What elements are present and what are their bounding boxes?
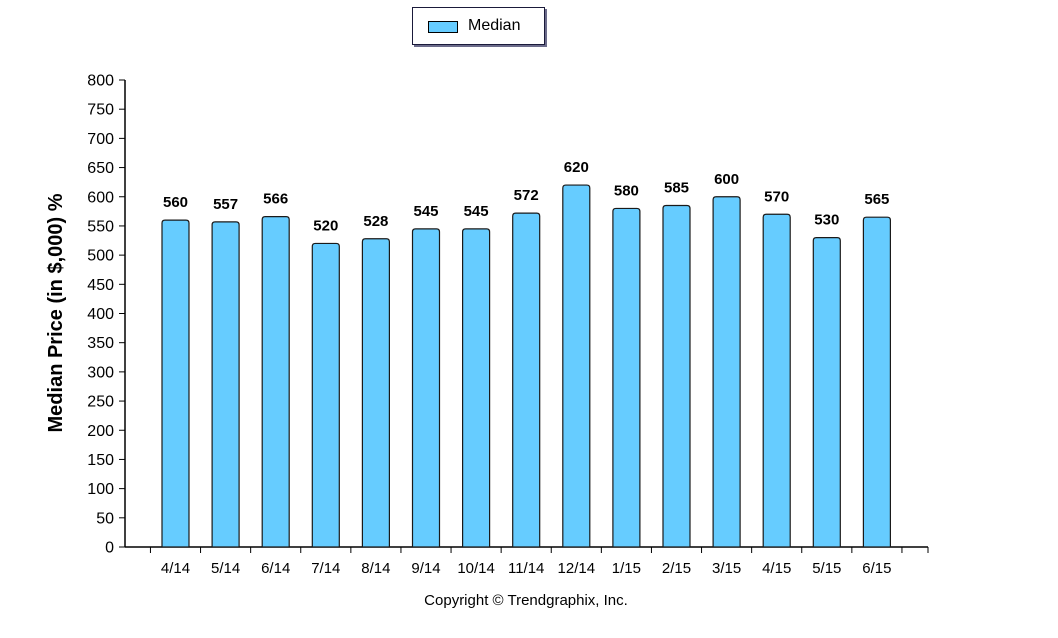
bar-value-label: 520 — [313, 217, 338, 234]
y-tick-label: 0 — [105, 540, 114, 557]
y-tick-label: 550 — [87, 218, 114, 235]
bar — [762, 213, 791, 548]
bar-value-label: 566 — [263, 191, 288, 208]
bar — [512, 212, 541, 548]
y-tick-label: 600 — [87, 189, 114, 206]
bar-value-label: 600 — [714, 171, 739, 188]
bar — [612, 207, 641, 548]
x-tick-label: 11/14 — [508, 560, 544, 577]
legend-label: Median — [468, 17, 521, 34]
x-tick-label: 10/14 — [457, 560, 495, 577]
y-axis: 0 50 100 150 200 250 300 350 400 450 500 550 600 650 7… — [87, 73, 126, 557]
bar — [261, 215, 290, 548]
x-tick-label: 7/14 — [311, 560, 340, 577]
y-tick-label: 350 — [87, 335, 114, 352]
y-axis-title: Median Price (in $,000) % — [45, 193, 67, 432]
y-tick-label: 800 — [87, 73, 114, 90]
bar — [411, 228, 441, 548]
bar — [812, 237, 841, 548]
bar — [862, 216, 891, 548]
y-tick-label: 100 — [87, 481, 114, 498]
bar-value-label: 545 — [464, 203, 489, 220]
y-tick-label: 250 — [87, 394, 114, 411]
y-tick-label: 50 — [96, 510, 114, 527]
bar — [311, 242, 340, 548]
x-tick-label: 6/14 — [261, 560, 290, 577]
bar-value-label: 565 — [864, 191, 889, 208]
bar — [662, 204, 691, 548]
bar — [712, 196, 741, 548]
bar — [462, 228, 491, 548]
bar-value-label: 570 — [764, 188, 789, 205]
bar — [562, 184, 591, 548]
y-tick-label: 700 — [87, 131, 114, 148]
x-tick-label: 3/15 — [712, 560, 741, 577]
y-tick-label: 150 — [87, 452, 114, 469]
x-tick-label: 8/14 — [361, 560, 390, 577]
x-tick-label: 5/14 — [211, 560, 240, 577]
x-tick-label: 12/14 — [558, 560, 596, 577]
data-labels: 560 557 566 520 528 545 545 572 620 580 585 600 570 5… — [163, 159, 889, 234]
bar-value-label: 572 — [514, 187, 539, 204]
x-tick-label: 4/14 — [161, 560, 190, 577]
y-tick-label: 300 — [87, 364, 114, 381]
bar — [361, 238, 390, 548]
bar-value-label: 620 — [564, 159, 589, 176]
bar-value-label: 528 — [363, 213, 388, 230]
legend-swatch — [428, 21, 458, 33]
y-tick-label: 400 — [87, 306, 114, 323]
bar-value-label: 580 — [614, 182, 639, 199]
bar-value-label: 545 — [413, 203, 438, 220]
bar-value-label: 557 — [213, 196, 238, 213]
y-tick-label: 450 — [87, 277, 114, 294]
x-tick-label: 6/15 — [862, 560, 891, 577]
bar — [161, 219, 190, 548]
x-tick-label: 2/15 — [662, 560, 691, 577]
y-tick-label: 500 — [87, 248, 114, 265]
bar-value-label: 530 — [814, 212, 839, 229]
bars — [161, 184, 891, 548]
y-tick-label: 650 — [87, 160, 114, 177]
x-tick-label: 9/14 — [411, 560, 440, 577]
x-axis: 4/14 5/14 6/14 7/14 8/14 9/14 10/14 11/14 12/14 1… — [125, 546, 929, 577]
x-tick-label: 1/15 — [612, 560, 641, 577]
legend: Median — [412, 7, 545, 45]
bar-value-label: 560 — [163, 194, 188, 211]
x-tick-label: 4/15 — [762, 560, 791, 577]
y-tick-label: 750 — [87, 102, 114, 119]
bar — [211, 221, 240, 548]
copyright-footer: Copyright © Trendgraphix, Inc. — [0, 592, 1058, 609]
copyright-text: Copyright © Trendgraphix, Inc. — [424, 592, 628, 609]
bar-value-label: 585 — [664, 180, 689, 197]
x-tick-label: 5/15 — [812, 560, 841, 577]
y-tick-label: 200 — [87, 423, 114, 440]
